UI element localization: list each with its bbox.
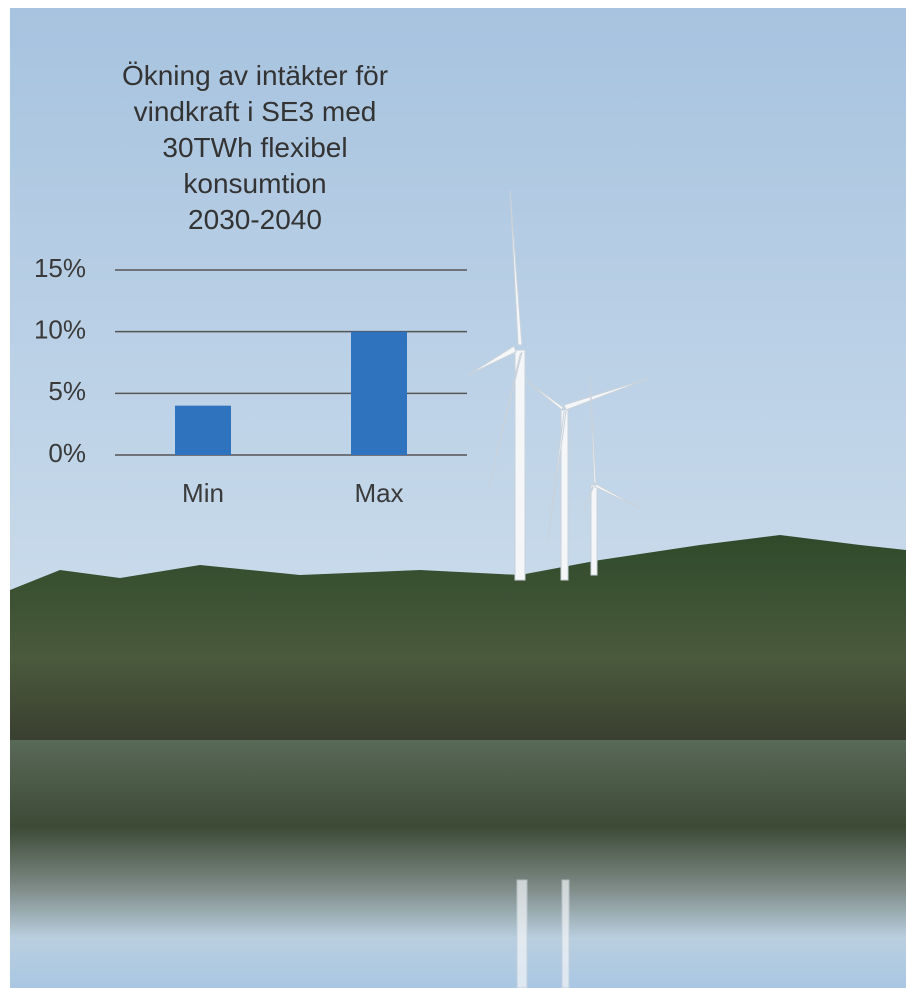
- bar: [175, 406, 231, 455]
- page: 0% 5% 10% 15% Min Max Ökning av intäkter för …: [0, 0, 906, 988]
- x-tick-label: Min: [182, 478, 224, 508]
- bar: [351, 332, 407, 455]
- chart-title: Ökning av intäkter för vindkraft i SE3 m…: [55, 58, 455, 238]
- y-tick-label: 15%: [34, 253, 86, 283]
- x-tick-label: Max: [354, 478, 403, 508]
- y-tick-label: 5%: [48, 376, 86, 406]
- y-tick-label: 0%: [48, 438, 86, 468]
- y-tick-label: 10%: [34, 315, 86, 345]
